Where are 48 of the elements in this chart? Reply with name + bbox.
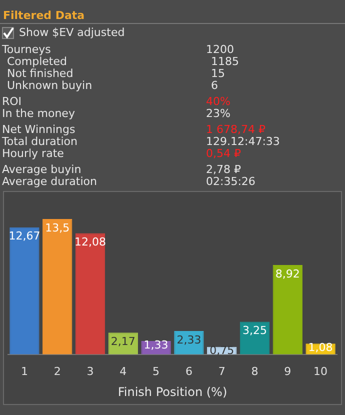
text: 6 bbox=[211, 79, 218, 92]
x-tick-label: 4 bbox=[120, 364, 127, 378]
text: 1185 bbox=[211, 55, 239, 68]
x-tick-label: 7 bbox=[218, 364, 226, 378]
text: 15 bbox=[211, 67, 225, 80]
x-tick-label: 2 bbox=[54, 364, 61, 378]
text: 2,78 ₽ bbox=[206, 163, 241, 176]
text: Show $EV adjusted bbox=[19, 25, 125, 40]
x-tick-label: 6 bbox=[185, 364, 192, 378]
x-tick-label: 8 bbox=[251, 364, 258, 378]
text: 1 678,74 ₽ bbox=[206, 123, 266, 136]
x-tick-label: 3 bbox=[86, 364, 94, 378]
data-label: 13,5 bbox=[45, 221, 70, 234]
x-tick-label: 1 bbox=[20, 364, 28, 378]
text: Unknown buyin bbox=[6, 79, 94, 92]
bar bbox=[10, 227, 40, 354]
data-label: 12,67 bbox=[8, 230, 40, 243]
text: Net Winnings bbox=[2, 123, 76, 136]
text: 40% bbox=[206, 95, 230, 108]
text: Hourly rate bbox=[2, 147, 65, 160]
text: 129.12:47:33 bbox=[206, 135, 280, 148]
data-label: 8,92 bbox=[275, 267, 300, 280]
x-tick-label: 5 bbox=[152, 364, 160, 378]
x-tick-label: 10 bbox=[314, 364, 328, 378]
x-axis-title: Finish Position (%) bbox=[118, 384, 228, 399]
data-label: 3,25 bbox=[242, 324, 267, 338]
text: ROI bbox=[2, 95, 23, 108]
bar bbox=[75, 233, 106, 354]
bar bbox=[272, 264, 302, 354]
data-label: 1,33 bbox=[144, 338, 168, 352]
data-label: 1,08 bbox=[308, 340, 333, 354]
text: Average buyin bbox=[2, 163, 82, 176]
text: Tourneys bbox=[2, 43, 52, 56]
text: Not finished bbox=[6, 67, 74, 80]
data-label: 2,17 bbox=[110, 334, 136, 348]
text: Filtered Data bbox=[0, 8, 345, 24]
data-label: 0,75 bbox=[210, 344, 234, 358]
text: 0,54 ₽ bbox=[206, 147, 241, 160]
x-tick-label: 9 bbox=[284, 364, 292, 378]
bar bbox=[42, 219, 72, 354]
text: 23% bbox=[206, 107, 230, 120]
text: Completed bbox=[7, 55, 68, 68]
text: 02:35:26 bbox=[206, 175, 256, 188]
data-label: 2,33 bbox=[176, 333, 202, 346]
text: 1200 bbox=[206, 43, 234, 56]
text: In the money bbox=[2, 107, 76, 120]
text: Total duration bbox=[2, 135, 78, 148]
text: Average duration bbox=[2, 175, 98, 188]
